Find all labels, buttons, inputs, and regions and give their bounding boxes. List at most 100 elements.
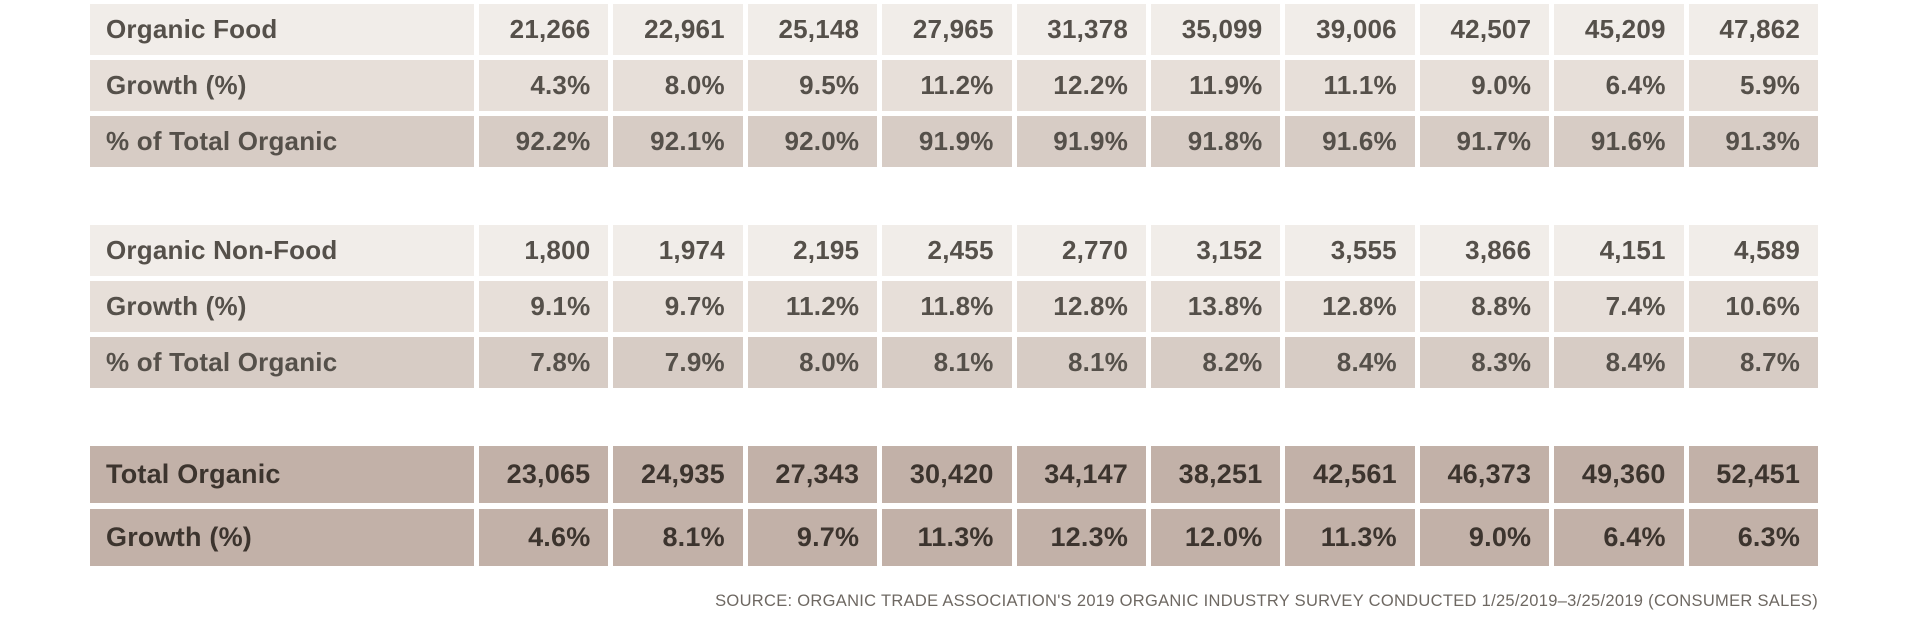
cell-value: 9.7% xyxy=(613,281,743,332)
cell-value: 3,152 xyxy=(1151,225,1281,276)
cell-value: 91.3% xyxy=(1688,116,1819,167)
cell-value: 9.7% xyxy=(747,509,878,566)
cell-value: 42,507 xyxy=(1419,4,1550,55)
cell-value: 52,451 xyxy=(1688,446,1819,503)
cell-value: 22,961 xyxy=(613,4,743,55)
cell-value: 11.2% xyxy=(747,281,878,332)
cell-value: 12.2% xyxy=(1016,60,1147,111)
cell-value: 5.9% xyxy=(1688,60,1819,111)
cell-value: 11.3% xyxy=(1285,509,1415,566)
cell-value: 4,151 xyxy=(1554,225,1684,276)
cell-value: 8.1% xyxy=(613,509,743,566)
table-row: % of Total Organic 92.2% 92.1% 92.0% 91.9% 91… xyxy=(90,116,1819,167)
cell-value: 12.8% xyxy=(1285,281,1415,332)
cell-value: 31,378 xyxy=(1016,4,1147,55)
cell-value: 27,343 xyxy=(747,446,878,503)
cell-value: 11.3% xyxy=(882,509,1012,566)
cell-value: 45,209 xyxy=(1554,4,1684,55)
cell-value: 30,420 xyxy=(882,446,1012,503)
cell-value: 38,251 xyxy=(1151,446,1281,503)
cell-value: 21,266 xyxy=(479,4,609,55)
cell-value: 27,965 xyxy=(882,4,1012,55)
table-row: Growth (%) 9.1% 9.7% 11.2% 11.8% 12.8% 13.8% 12… xyxy=(90,281,1819,332)
cell-value: 12.0% xyxy=(1151,509,1281,566)
cell-value: 1,974 xyxy=(613,225,743,276)
cell-value: 9.0% xyxy=(1419,60,1550,111)
table-row: Total Organic 23,065 24,935 27,343 30,420 34,… xyxy=(90,446,1819,503)
cell-value: 91.6% xyxy=(1285,116,1415,167)
table-row: Growth (%) 4.3% 8.0% 9.5% 11.2% 12.2% 11.9% 11.… xyxy=(90,60,1819,111)
cell-value: 2,770 xyxy=(1016,225,1147,276)
cell-value: 2,195 xyxy=(747,225,878,276)
row-label: Growth (%) xyxy=(90,509,474,566)
cell-value: 3,866 xyxy=(1419,225,1550,276)
cell-value: 25,148 xyxy=(747,4,878,55)
cell-value: 4.3% xyxy=(479,60,609,111)
cell-value: 92.1% xyxy=(613,116,743,167)
table-row: Growth (%) 4.6% 8.1% 9.7% 11.3% 12.3% 12.0% 11.… xyxy=(90,509,1819,566)
cell-value: 42,561 xyxy=(1285,446,1415,503)
cell-value: 91.9% xyxy=(1016,116,1147,167)
row-label: % of Total Organic xyxy=(90,337,474,388)
cell-value: 8.0% xyxy=(747,337,878,388)
row-label: Growth (%) xyxy=(90,281,474,332)
table-section-organic-food: Organic Food 21,266 22,961 25,148 27,965 31,3… xyxy=(90,4,1819,167)
cell-value: 13.8% xyxy=(1151,281,1281,332)
cell-value: 47,862 xyxy=(1688,4,1819,55)
table-section-total-organic: Total Organic 23,065 24,935 27,343 30,420 34,… xyxy=(90,446,1819,566)
organic-sales-table: Organic Food 21,266 22,961 25,148 27,965 31,3… xyxy=(90,4,1819,572)
cell-value: 11.1% xyxy=(1285,60,1415,111)
cell-value: 7.9% xyxy=(613,337,743,388)
cell-value: 4.6% xyxy=(479,509,609,566)
cell-value: 8.1% xyxy=(882,337,1012,388)
cell-value: 23,065 xyxy=(479,446,609,503)
table-section-organic-non-food: Organic Non-Food 1,800 1,974 2,195 2,455 2,77… xyxy=(90,225,1819,388)
cell-value: 91.8% xyxy=(1151,116,1281,167)
cell-value: 12.8% xyxy=(1016,281,1147,332)
cell-value: 8.7% xyxy=(1688,337,1819,388)
cell-value: 39,006 xyxy=(1285,4,1415,55)
row-label: Total Organic xyxy=(90,446,474,503)
cell-value: 6.4% xyxy=(1554,60,1684,111)
cell-value: 46,373 xyxy=(1419,446,1550,503)
cell-value: 9.5% xyxy=(747,60,878,111)
cell-value: 49,360 xyxy=(1554,446,1684,503)
cell-value: 8.1% xyxy=(1016,337,1147,388)
cell-value: 4,589 xyxy=(1688,225,1819,276)
row-label: Growth (%) xyxy=(90,60,474,111)
cell-value: 8.3% xyxy=(1419,337,1550,388)
cell-value: 9.0% xyxy=(1419,509,1550,566)
cell-value: 3,555 xyxy=(1285,225,1415,276)
cell-value: 11.2% xyxy=(882,60,1012,111)
cell-value: 11.8% xyxy=(882,281,1012,332)
row-label: % of Total Organic xyxy=(90,116,474,167)
cell-value: 8.4% xyxy=(1554,337,1684,388)
cell-value: 1,800 xyxy=(479,225,609,276)
table-row: Organic Food 21,266 22,961 25,148 27,965 31,3… xyxy=(90,4,1819,55)
cell-value: 9.1% xyxy=(479,281,609,332)
cell-value: 34,147 xyxy=(1016,446,1147,503)
cell-value: 91.9% xyxy=(882,116,1012,167)
cell-value: 6.4% xyxy=(1554,509,1684,566)
cell-value: 24,935 xyxy=(613,446,743,503)
row-label: Organic Food xyxy=(90,4,474,55)
source-note: SOURCE: ORGANIC TRADE ASSOCIATION'S 2019… xyxy=(715,592,1818,610)
cell-value: 91.6% xyxy=(1554,116,1684,167)
cell-value: 7.4% xyxy=(1554,281,1684,332)
cell-value: 8.0% xyxy=(613,60,743,111)
cell-value: 12.3% xyxy=(1016,509,1147,566)
table-row: % of Total Organic 7.8% 7.9% 8.0% 8.1% 8.1% 8.… xyxy=(90,337,1819,388)
table-row: Organic Non-Food 1,800 1,974 2,195 2,455 2,77… xyxy=(90,225,1819,276)
row-label: Organic Non-Food xyxy=(90,225,474,276)
cell-value: 8.2% xyxy=(1151,337,1281,388)
cell-value: 10.6% xyxy=(1688,281,1819,332)
cell-value: 7.8% xyxy=(479,337,609,388)
cell-value: 11.9% xyxy=(1151,60,1281,111)
cell-value: 92.0% xyxy=(747,116,878,167)
cell-value: 92.2% xyxy=(479,116,609,167)
cell-value: 91.7% xyxy=(1419,116,1550,167)
cell-value: 8.4% xyxy=(1285,337,1415,388)
cell-value: 35,099 xyxy=(1151,4,1281,55)
cell-value: 6.3% xyxy=(1688,509,1819,566)
